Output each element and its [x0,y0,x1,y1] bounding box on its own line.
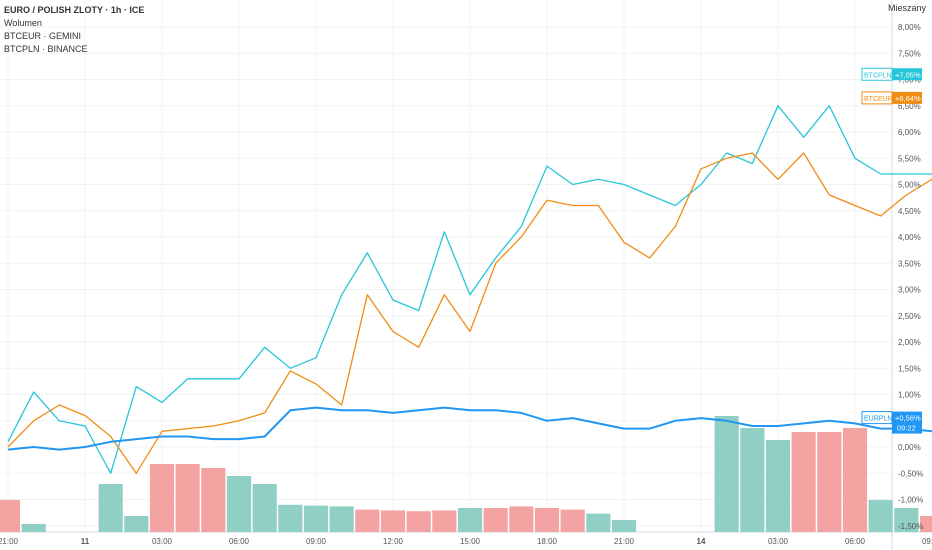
volume-bar [919,516,932,532]
y-tick-label: 2,00% [898,338,921,347]
volume-bars [0,416,932,532]
y-tick-label: -1,00% [898,496,923,505]
y-tick-label: -0,50% [898,469,923,478]
x-tick-label: 06:00 [845,537,866,546]
y-tick-label: 4,50% [898,207,921,216]
price-badges: BTCPLN +7,05% BTCEUR +6,64% EURPLN +0,56%09:2… [861,67,922,434]
badge-value-eurpln: +0,56% [895,414,921,423]
x-tick-label: 03:00 [152,537,173,546]
volume-bar [21,524,46,532]
scale-mode-label[interactable]: Mieszany [887,3,926,13]
x-tick-label: 14 [697,537,706,546]
x-tick-label: 11 [81,537,90,546]
volume-bar [740,428,765,532]
volume-bar [149,464,175,532]
volume-bar [611,520,637,532]
y-tick-label: 6,00% [898,128,921,137]
volume-bar [175,464,200,532]
volume-bar [380,510,406,532]
volume-bar [124,516,149,532]
volume-label[interactable]: Wolumen [4,18,42,28]
y-tick-label: 1,00% [898,391,921,400]
y-tick-label: 8,00% [898,23,921,32]
x-tick-label: 03:00 [768,537,789,546]
volume-bar [894,508,919,532]
badge-value-box-btcpln [892,68,922,81]
compare-symbol-btcpln[interactable]: BTCPLN · BINANCE [4,44,88,54]
volume-bar [98,484,123,532]
x-tick-label: 06:00 [229,537,250,546]
volume-bar [534,508,560,532]
badge-value-btcpln: +7,05% [895,70,921,79]
x-tick-label: 09:00 [306,537,327,546]
badge-value-btceur: +6,64% [895,94,921,103]
volume-bar [509,506,534,532]
volume-bar [714,416,739,532]
y-tick-label: 6,50% [898,102,921,111]
y-tick-label: 4,00% [898,233,921,242]
symbol-title[interactable]: EURO / POLISH ZLOTY · 1h · ICE [4,5,145,15]
y-tick-label: 0,00% [898,443,921,452]
x-tick-label: 12:00 [383,537,404,546]
volume-bar [303,505,329,532]
volume-bar [278,504,303,532]
volume-bar [329,506,354,532]
volume-bar [483,508,508,532]
y-tick-label: 7,50% [898,49,921,58]
volume-bar [791,432,816,532]
volume-bar [817,432,842,532]
y-tick-label: 5,50% [898,154,921,163]
compare-symbol-btceur[interactable]: BTCEUR · GEMINI [4,31,82,41]
badge-value-box-btceur [892,91,922,104]
chart-legend: EURO / POLISH ZLOTY · 1h · ICE Wolumen B… [4,4,144,56]
series-line-btceur [7,152,932,474]
volume-bar [226,476,252,532]
volume-bar [0,500,21,532]
volume-bar [406,511,431,532]
series-line-eurpln [7,406,932,451]
volume-bar [432,510,457,532]
y-tick-label: 1,50% [898,364,921,373]
x-axis[interactable]: 21:00 11 03:00 06:00 09:00 12:00 15:00 18:00 21:… [0,537,932,546]
series-lines [7,105,932,474]
badge-value-box-eurpln [892,411,922,434]
volume-bar [252,484,277,532]
badge-name-btcpln: BTCPLN [864,72,892,79]
volume-bar [842,428,868,532]
y-tick-label: 3,50% [898,259,921,268]
x-tick-label: 09:00 [922,537,932,546]
badge-name-eurpln: EURPLN [864,416,892,423]
x-tick-label: 21:00 [614,537,635,546]
x-tick-label: 18:00 [537,537,558,546]
y-tick-label: 2,50% [898,312,921,321]
x-tick-label: 21:00 [0,537,19,546]
badge-time-eurpln: 09:22 [897,424,916,433]
volume-bar [201,468,226,532]
volume-bar [868,500,893,532]
y-tick-label: -1,50% [898,522,923,531]
series-line-btcpln [7,105,932,474]
volume-bar [765,440,791,532]
badge-name-btceur: BTCEUR [864,96,893,103]
volume-bar [355,509,380,532]
y-tick-label: 3,00% [898,286,921,295]
volume-bar [457,508,483,532]
y-tick-label: 5,00% [898,181,921,190]
x-tick-label: 15:00 [460,537,481,546]
volume-bar [560,509,585,532]
volume-bar [586,513,611,532]
